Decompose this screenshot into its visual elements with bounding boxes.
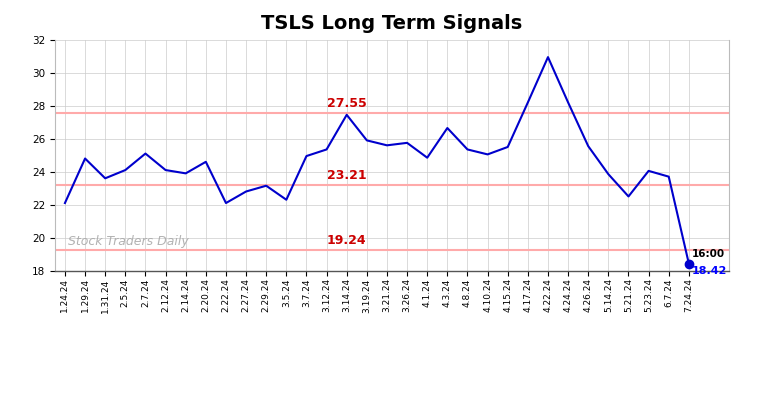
Text: 18.42: 18.42 bbox=[692, 266, 728, 276]
Text: Stock Traders Daily: Stock Traders Daily bbox=[68, 234, 189, 248]
Text: 16:00: 16:00 bbox=[692, 249, 725, 259]
Text: 27.55: 27.55 bbox=[327, 97, 367, 110]
Title: TSLS Long Term Signals: TSLS Long Term Signals bbox=[261, 14, 523, 33]
Text: 19.24: 19.24 bbox=[327, 234, 367, 247]
Text: 23.21: 23.21 bbox=[327, 169, 367, 182]
